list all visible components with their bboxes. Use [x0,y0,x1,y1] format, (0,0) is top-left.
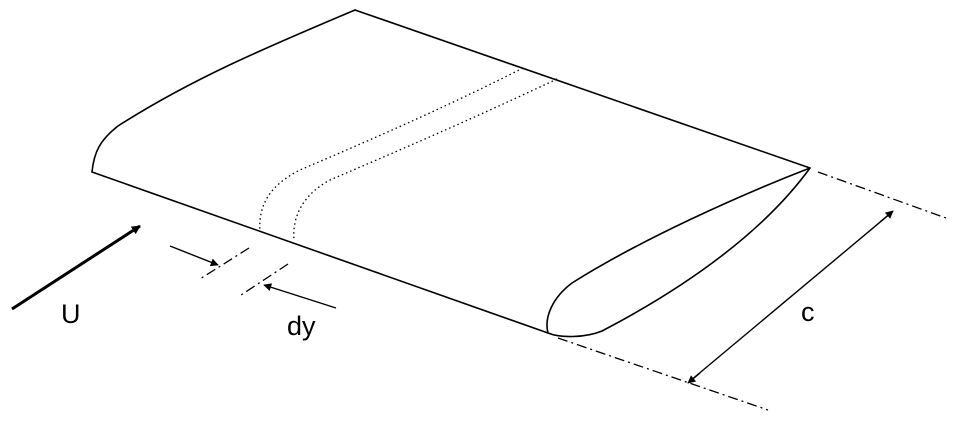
chord-dimension-line [689,212,892,382]
dy-arrow-left [169,245,219,267]
chord-extension-leading [817,171,947,219]
freestream-velocity-label: U [61,299,81,329]
chord-arrow-head-bottom [687,372,701,384]
strip-extension-left [199,247,250,280]
strip-width-label: dy [287,311,316,341]
dy-arrow-right [263,283,337,309]
strip-extension-right [237,263,289,298]
freestream-arrow [11,224,141,311]
chord-extension-trailing [557,337,769,411]
strip-line-left [259,67,524,233]
wing-left-tip-curve [91,9,356,173]
chord-label: c [801,297,815,327]
wing-leading-edge-top [354,9,811,169]
wing-trailing-edge [91,171,549,334]
airfoil-section [546,167,811,338]
chord-arrow-head-top [879,210,894,223]
strip-line-right [293,78,558,241]
